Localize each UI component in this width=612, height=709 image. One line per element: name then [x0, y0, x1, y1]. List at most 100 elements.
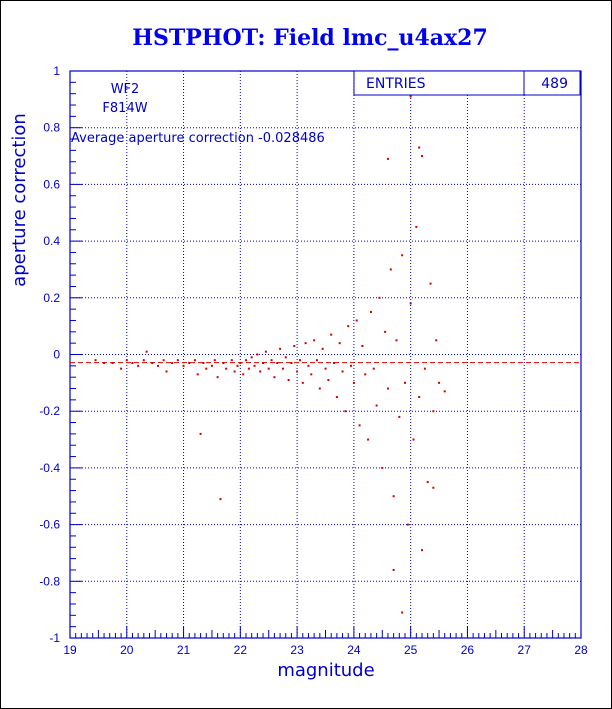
data-point [162, 359, 165, 362]
average-annotation: Average aperture correction -0.028486 [71, 131, 325, 146]
data-point [384, 330, 387, 333]
x-axis-label: magnitude [277, 660, 374, 681]
data-point [372, 367, 375, 370]
data-point [330, 333, 333, 336]
data-point [432, 486, 435, 489]
data-point [281, 367, 284, 370]
data-point [386, 387, 389, 390]
data-point [429, 282, 432, 285]
filter-label: F814W [102, 101, 147, 116]
x-tick-label: 26 [461, 643, 475, 657]
data-point [298, 359, 301, 362]
data-point [196, 373, 199, 376]
y-tick-label: -0.8 [39, 574, 60, 588]
grid [70, 71, 581, 638]
x-tick-label: 28 [574, 643, 588, 657]
data-point [401, 254, 404, 257]
x-tick-label: 27 [518, 643, 532, 657]
y-tick-label: 0.6 [43, 177, 60, 191]
data-point [438, 381, 441, 384]
y-tick-label: -0.4 [39, 461, 60, 475]
data-point [392, 568, 395, 571]
data-point [284, 356, 287, 359]
data-point [253, 364, 256, 367]
data-point [321, 347, 324, 350]
y-tick-label: 0.4 [43, 234, 60, 248]
chart-title: HSTPHOT: Field lmc_u4ax27 [132, 25, 488, 51]
data-point [267, 367, 270, 370]
y-tick-label: 0.8 [43, 121, 60, 135]
y-axis-label: aperture correction [9, 113, 30, 287]
data-point [341, 370, 344, 373]
data-point [418, 146, 421, 149]
data-point [318, 387, 321, 390]
data-point [245, 359, 248, 362]
y-tick-label: 1 [53, 64, 60, 78]
tick-labels: 19 20 21 22 23 24 25 26 27 28 1 0.8 0.6 0.4 0.2 0 -0.2 -0… [39, 64, 588, 657]
data-point [131, 362, 134, 365]
data-point [403, 381, 406, 384]
data-point [165, 370, 168, 373]
chip-label: WF2 [111, 82, 140, 97]
data-point [335, 396, 338, 399]
data-point [381, 466, 384, 469]
y-tick-label: -0.2 [39, 404, 60, 418]
data-point [210, 364, 213, 367]
data-point [222, 362, 225, 365]
data-point [355, 319, 358, 322]
x-tick-label: 25 [404, 643, 418, 657]
data-point [151, 362, 154, 365]
data-point [412, 438, 415, 441]
data-point [344, 410, 347, 413]
data-point [171, 362, 174, 365]
y-tick-label: 0.2 [43, 291, 60, 305]
data-point [324, 367, 327, 370]
data-point [176, 359, 179, 362]
data-point [421, 549, 424, 552]
data-point [182, 364, 185, 367]
data-point [205, 367, 208, 370]
data-point [409, 302, 412, 305]
data-point [259, 370, 262, 373]
data-point [310, 373, 313, 376]
data-point [273, 376, 276, 379]
data-point [389, 268, 392, 271]
data-point [301, 381, 304, 384]
data-point [225, 367, 228, 370]
y-tick-label: -1 [49, 631, 60, 645]
data-point [352, 381, 355, 384]
data-point [276, 362, 279, 365]
data-point [157, 364, 160, 367]
data-point [358, 424, 361, 427]
data-point [333, 362, 336, 365]
data-point [247, 367, 250, 370]
x-tick-label: 24 [347, 643, 361, 657]
data-point [421, 155, 424, 158]
data-point [313, 339, 316, 342]
data-point [262, 362, 265, 365]
data-point [392, 495, 395, 498]
data-point [120, 367, 123, 370]
data-point [219, 498, 222, 501]
data-point [361, 344, 364, 347]
data-point [103, 362, 106, 365]
data-point [270, 359, 273, 362]
data-point [327, 379, 330, 382]
data-point [401, 611, 404, 614]
data-point [307, 364, 310, 367]
plot-border [69, 70, 582, 639]
data-point [137, 364, 140, 367]
data-point [364, 373, 367, 376]
data-point [199, 432, 202, 435]
y-tick-label: 0 [53, 348, 60, 362]
x-tick-label: 19 [63, 643, 77, 657]
data-point [432, 410, 435, 413]
x-tick-label: 22 [234, 643, 248, 657]
entries-value: 489 [541, 76, 568, 92]
data-point [230, 359, 233, 362]
data-point [435, 339, 438, 342]
data-point [216, 376, 219, 379]
x-tick-label: 21 [177, 643, 191, 657]
data-point [239, 362, 242, 365]
